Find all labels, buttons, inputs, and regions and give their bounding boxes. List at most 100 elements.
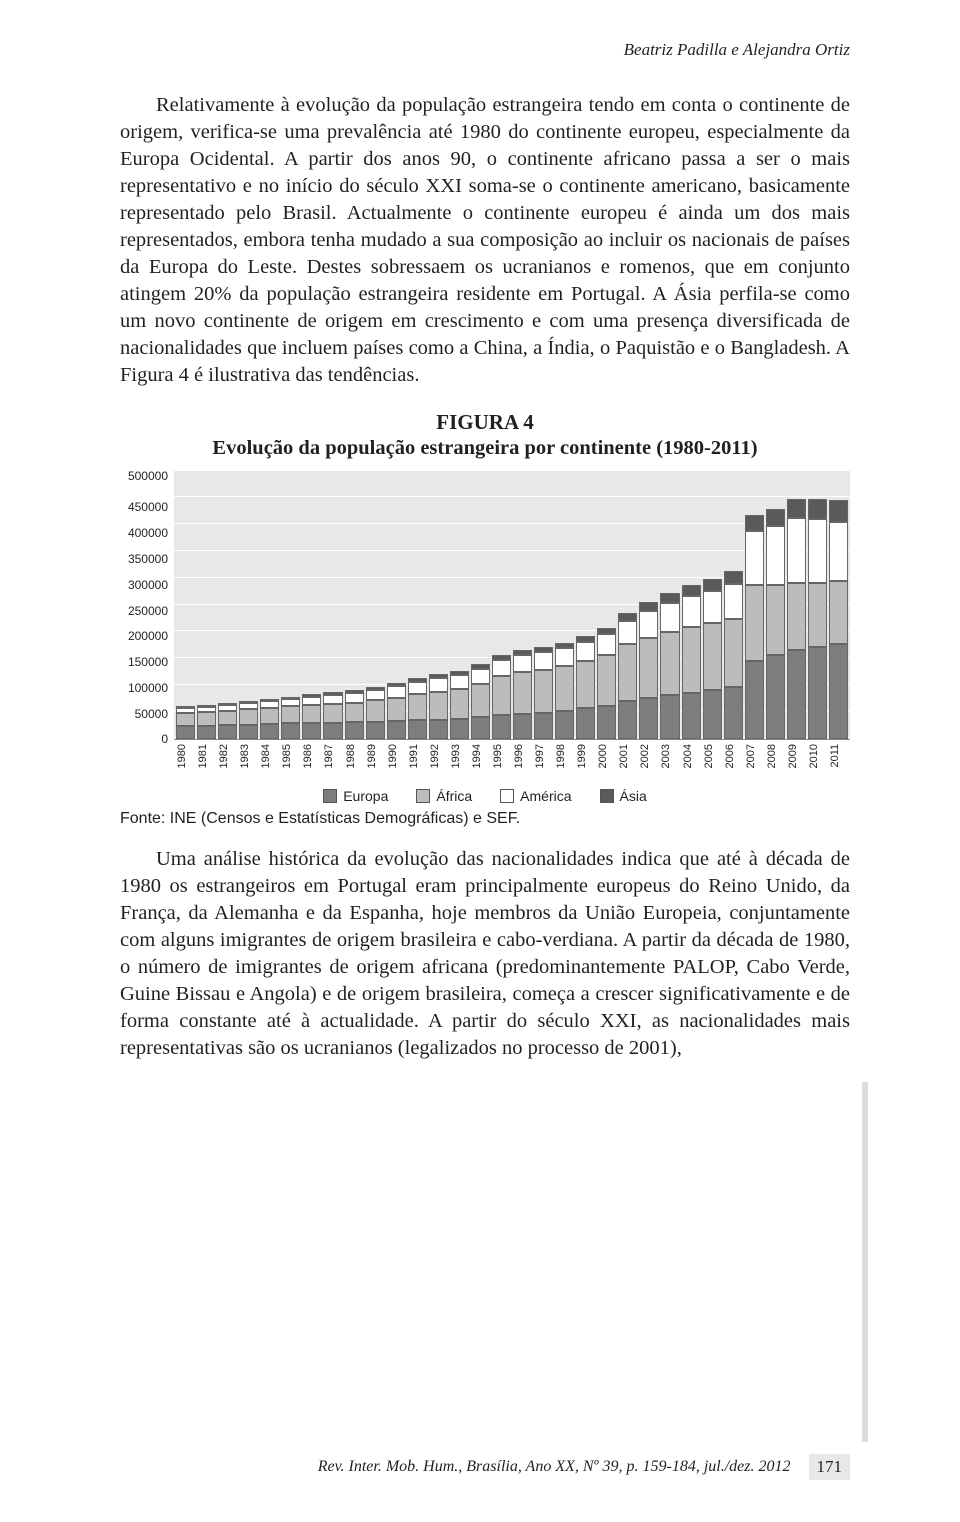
seg-áfrica — [660, 632, 679, 695]
seg-áfrica — [703, 623, 722, 690]
y-tick: 500000 — [120, 470, 168, 482]
bar-1989 — [366, 470, 385, 739]
x-tick: 1995 — [492, 744, 511, 768]
seg-europa — [660, 695, 679, 738]
seg-europa — [703, 690, 722, 738]
seg-áfrica — [766, 585, 785, 655]
legend: EuropaÁfricaAméricaÁsia — [120, 788, 850, 804]
seg-europa — [450, 719, 469, 739]
seg-ásia — [703, 579, 722, 591]
legend-item-áfrica: África — [416, 788, 472, 804]
x-tick: 1993 — [450, 744, 469, 768]
seg-europa — [471, 717, 490, 739]
bar-1992 — [429, 470, 448, 739]
bar-1984 — [260, 470, 279, 739]
bar-1986 — [302, 470, 321, 739]
seg-europa — [597, 706, 616, 738]
bar-2001 — [618, 470, 637, 739]
seg-áfrica — [345, 703, 364, 723]
x-tick: 2009 — [787, 744, 806, 768]
x-tick: 2005 — [703, 744, 722, 768]
x-tick: 2010 — [808, 744, 827, 768]
y-tick: 100000 — [120, 682, 168, 694]
seg-américa — [471, 669, 490, 684]
paragraph-1: Relativamente à evolução da população es… — [120, 92, 850, 390]
page: Beatriz Padilla e Alejandra Ortiz Relati… — [0, 0, 960, 1522]
y-tick: 50000 — [120, 708, 168, 720]
seg-áfrica — [682, 627, 701, 693]
x-tick: 2006 — [724, 744, 743, 768]
seg-áfrica — [176, 713, 195, 726]
page-number: 171 — [809, 1454, 851, 1480]
bar-2011 — [829, 470, 848, 739]
y-tick: 400000 — [120, 527, 168, 539]
seg-áfrica — [281, 706, 300, 723]
x-tick: 1980 — [176, 744, 195, 768]
y-tick: 250000 — [120, 605, 168, 617]
seg-áfrica — [745, 585, 764, 660]
seg-ásia — [724, 571, 743, 584]
legend-swatch — [500, 789, 514, 803]
seg-américa — [682, 596, 701, 627]
bar-2002 — [639, 470, 658, 739]
figure-source: Fonte: INE (Censos e Estatísticas Demogr… — [120, 810, 850, 828]
y-tick: 150000 — [120, 656, 168, 668]
seg-europa — [639, 698, 658, 738]
seg-europa — [176, 726, 195, 738]
seg-américa — [555, 648, 574, 666]
seg-europa — [366, 722, 385, 739]
x-tick: 2011 — [829, 744, 848, 768]
seg-áfrica — [260, 708, 279, 724]
seg-áfrica — [197, 712, 216, 726]
y-tick: 350000 — [120, 553, 168, 565]
x-tick: 1996 — [513, 744, 532, 768]
x-tick: 2000 — [597, 744, 616, 768]
seg-áfrica — [450, 689, 469, 719]
legend-label: Europa — [343, 788, 388, 804]
seg-américa — [513, 655, 532, 672]
seg-américa — [260, 701, 279, 708]
seg-áfrica — [808, 583, 827, 648]
bar-1996 — [513, 470, 532, 739]
bar-1998 — [555, 470, 574, 739]
footer-citation: Rev. Inter. Mob. Hum., Brasília, Ano XX,… — [318, 1458, 791, 1476]
seg-europa — [682, 693, 701, 739]
seg-américa — [408, 682, 427, 695]
seg-áfrica — [429, 692, 448, 720]
seg-américa — [387, 686, 406, 698]
x-tick: 1994 — [471, 744, 490, 768]
bar-1981 — [197, 470, 216, 739]
seg-américa — [766, 526, 785, 585]
seg-europa — [239, 725, 258, 739]
x-tick: 2001 — [618, 744, 637, 768]
seg-américa — [302, 697, 321, 705]
seg-américa — [534, 652, 553, 670]
bar-2010 — [808, 470, 827, 739]
x-tick: 1987 — [323, 744, 342, 768]
bar-1983 — [239, 470, 258, 739]
x-tick: 1997 — [534, 744, 553, 768]
bar-1994 — [471, 470, 490, 739]
seg-áfrica — [302, 705, 321, 723]
x-tick: 2003 — [660, 744, 679, 768]
y-tick: 300000 — [120, 579, 168, 591]
seg-europa — [408, 720, 427, 738]
seg-europa — [766, 655, 785, 738]
seg-europa — [513, 714, 532, 739]
seg-europa — [260, 724, 279, 739]
seg-américa — [492, 660, 511, 676]
legend-swatch — [323, 789, 337, 803]
bar-2005 — [703, 470, 722, 739]
seg-ásia — [808, 499, 827, 519]
x-tick: 2008 — [766, 744, 785, 768]
seg-áfrica — [239, 709, 258, 724]
seg-áfrica — [618, 644, 637, 700]
legend-item-europa: Europa — [323, 788, 388, 804]
seg-áfrica — [576, 661, 595, 708]
legend-label: África — [436, 788, 472, 804]
bar-1982 — [218, 470, 237, 739]
legend-label: América — [520, 788, 571, 804]
seg-áfrica — [323, 704, 342, 723]
seg-áfrica — [471, 684, 490, 717]
bar-2006 — [724, 470, 743, 739]
